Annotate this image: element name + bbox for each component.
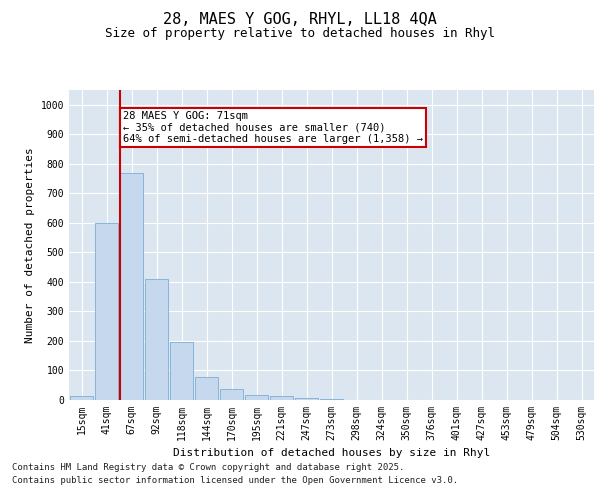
Bar: [120, 172, 143, 400]
Bar: [295, 398, 318, 400]
Bar: [320, 398, 343, 400]
Bar: [270, 396, 293, 400]
X-axis label: Distribution of detached houses by size in Rhyl: Distribution of detached houses by size …: [173, 448, 490, 458]
Text: 28, MAES Y GOG, RHYL, LL18 4QA: 28, MAES Y GOG, RHYL, LL18 4QA: [163, 12, 437, 28]
Text: Contains HM Land Registry data © Crown copyright and database right 2025.: Contains HM Land Registry data © Crown c…: [12, 462, 404, 471]
Bar: [70, 396, 93, 400]
Bar: [95, 223, 118, 400]
Bar: [145, 279, 168, 400]
Bar: [220, 389, 243, 400]
Text: 28 MAES Y GOG: 71sqm
← 35% of detached houses are smaller (740)
64% of semi-deta: 28 MAES Y GOG: 71sqm ← 35% of detached h…: [123, 110, 423, 144]
Text: Contains public sector information licensed under the Open Government Licence v3: Contains public sector information licen…: [12, 476, 458, 485]
Bar: [195, 377, 218, 400]
Bar: [170, 342, 193, 400]
Text: Size of property relative to detached houses in Rhyl: Size of property relative to detached ho…: [105, 28, 495, 40]
Bar: [245, 395, 268, 400]
Y-axis label: Number of detached properties: Number of detached properties: [25, 147, 35, 343]
